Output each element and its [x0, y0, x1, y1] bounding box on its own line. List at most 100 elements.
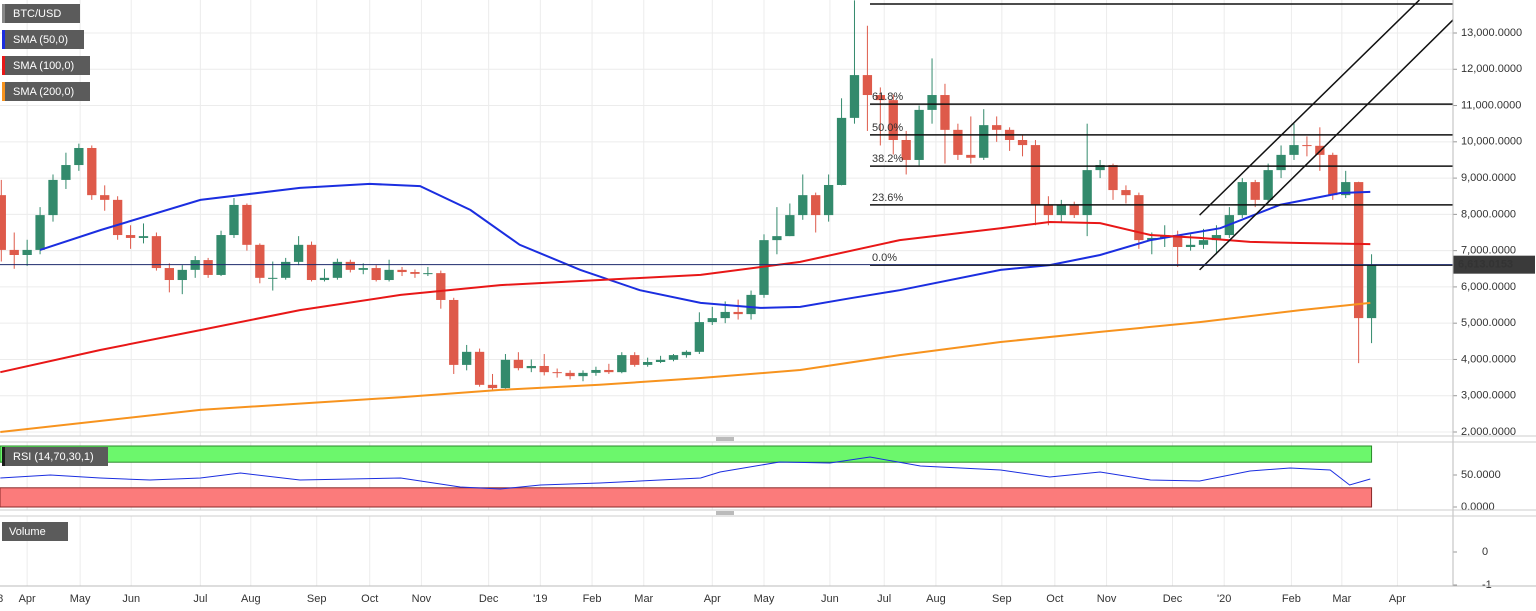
candle-body: [487, 384, 498, 389]
candle-body: [216, 235, 226, 275]
candle-body: [862, 75, 873, 96]
x-tick-label: Jul: [877, 593, 891, 605]
x-tick-label: Sep: [307, 593, 327, 605]
candle-body: [410, 272, 420, 274]
y-tick-label: 50.0000: [1461, 469, 1501, 481]
candle-body: [22, 249, 32, 255]
x-tick-label: Dec: [479, 593, 499, 605]
y-tick-label: 0: [1482, 546, 1488, 558]
legend-swatch: [2, 56, 5, 75]
candle-body: [1366, 264, 1377, 319]
candle-body: [397, 269, 407, 273]
candle-body: [255, 244, 265, 278]
x-tick-label: Sep: [992, 593, 1012, 605]
legend-label: SMA (100,0): [13, 60, 74, 72]
legend-box: [2, 447, 108, 466]
legend-swatch: [2, 447, 5, 466]
legend-box: [2, 522, 68, 541]
x-tick-label: Aug: [241, 593, 261, 605]
legend-label: RSI (14,70,30,1): [13, 451, 94, 463]
candle-body: [164, 268, 174, 281]
candle-body: [100, 195, 110, 200]
candle-body: [293, 244, 304, 262]
candle-body: [979, 125, 989, 158]
legend-swatch: [2, 30, 5, 49]
x-tick-label: Apr: [19, 593, 36, 605]
candle-body: [1289, 145, 1299, 155]
legend-box[interactable]: [2, 30, 84, 49]
candle-body: [319, 277, 330, 281]
legend-box[interactable]: [2, 82, 90, 101]
legend-label: Volume: [9, 526, 46, 538]
candle-body: [203, 260, 213, 275]
x-tick-label: Mar: [1332, 593, 1351, 605]
candle-body: [474, 351, 485, 385]
legend: BTC/USD: [2, 4, 80, 23]
candle-body: [875, 95, 885, 101]
x-tick-label: May: [754, 593, 775, 605]
x-tick-label: Apr: [1389, 593, 1406, 605]
legend-swatch: [2, 82, 5, 101]
candle-body: [125, 235, 136, 238]
x-tick-label: '20: [1217, 593, 1231, 605]
y-tick-label: 2,000.0000: [1461, 426, 1516, 438]
candle-body: [1211, 235, 1222, 241]
candle-body: [436, 273, 446, 300]
x-tick-label: Dec: [1163, 593, 1183, 605]
candle-body: [1341, 182, 1351, 196]
candle-body: [927, 95, 937, 110]
y-tick-label: 13,000.0000: [1461, 27, 1522, 39]
candle-body: [655, 359, 666, 362]
y-tick-label: 5,000.0000: [1461, 317, 1516, 329]
candle-body: [591, 369, 601, 373]
y-tick-label: 12,000.0000: [1461, 63, 1522, 75]
y-tick-label: -1: [1482, 579, 1492, 591]
candle-body: [1030, 145, 1041, 205]
fib-label: 61.8%: [872, 91, 903, 103]
candle-body: [604, 369, 614, 373]
x-tick-label: Mar: [634, 593, 653, 605]
candle-body: [888, 100, 898, 141]
legend-label: SMA (50,0): [13, 34, 68, 46]
x-tick-label: Jul: [193, 593, 207, 605]
fib-label: 38.2%: [872, 153, 903, 165]
y-tick-label: 7,000.0000: [1461, 245, 1516, 257]
candle-body: [798, 195, 808, 216]
trendline: [1199, 19, 1453, 271]
fib-label: 0.0%: [872, 252, 897, 264]
candle-body: [823, 184, 834, 216]
candle-body: [746, 294, 756, 315]
candle-body: [449, 299, 459, 365]
candle-body: [849, 75, 860, 118]
legend-box[interactable]: [2, 56, 90, 75]
candle-body: [112, 199, 123, 236]
candle-body: [733, 311, 743, 315]
candle-body: [707, 318, 717, 323]
candle-body: [74, 147, 84, 166]
candle-body: [811, 195, 821, 216]
y-tick-label: 8,000.0000: [1461, 208, 1516, 220]
y-tick-label: 4,000.0000: [1461, 353, 1516, 365]
candle-body: [1302, 145, 1312, 147]
candle-body: [332, 261, 343, 278]
pane-handle[interactable]: [716, 511, 734, 515]
legend-box[interactable]: [2, 4, 80, 23]
candle-body: [940, 95, 950, 130]
candle-body: [1353, 182, 1364, 319]
candle-body: [681, 351, 692, 356]
trendline: [1199, 0, 1420, 216]
candle-body: [901, 140, 911, 160]
candle-body: [462, 351, 472, 365]
candle-body: [384, 269, 394, 281]
candle-body: [1173, 235, 1183, 248]
candle-body: [630, 355, 640, 365]
y-tick-label: 9,000.0000: [1461, 172, 1516, 184]
y-tick-label: 11,000.0000: [1461, 99, 1521, 111]
candle-body: [694, 322, 705, 352]
candle-body: [61, 165, 71, 180]
pane-handle[interactable]: [716, 437, 734, 441]
candle-body: [229, 204, 239, 236]
fib-label: 23.6%: [872, 192, 903, 204]
candle-body: [1276, 154, 1286, 171]
